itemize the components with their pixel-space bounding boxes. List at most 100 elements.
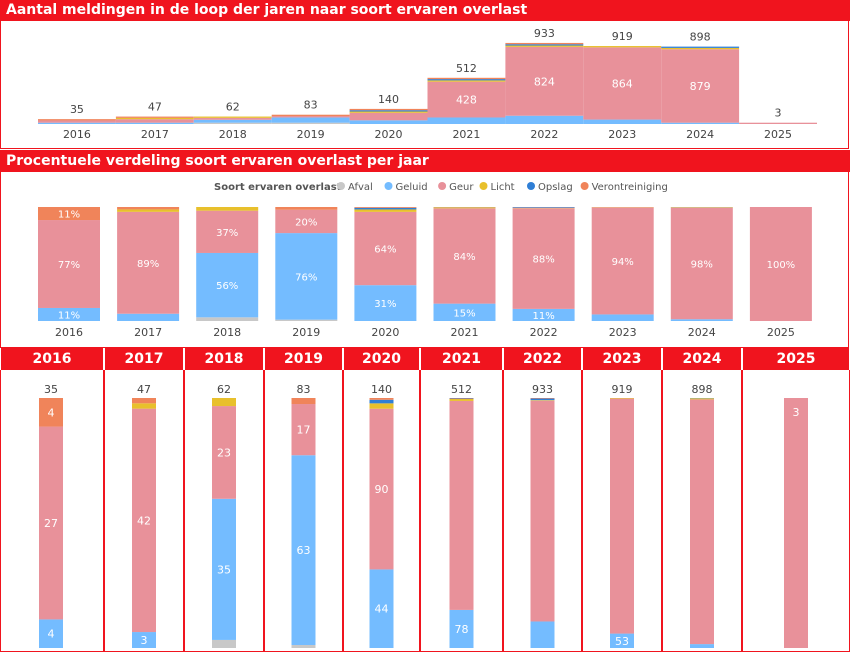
year-label-geur-2025: 3 bbox=[793, 406, 800, 419]
year-panel-2025: 3 bbox=[742, 370, 850, 652]
year-bar-geur-2023 bbox=[610, 399, 634, 634]
year-total-2016: 35 bbox=[44, 383, 58, 396]
year-label-geluid-2023: 53 bbox=[615, 635, 629, 648]
pct-label-verontreiniging-2016: 11% bbox=[58, 210, 80, 221]
pct-label-geur-2022: 88% bbox=[532, 255, 554, 266]
year-label-geur-2019: 17 bbox=[297, 424, 311, 437]
pct-bar-licht-2017 bbox=[117, 209, 179, 211]
year-total-2020: 140 bbox=[371, 383, 392, 396]
area-step-geluid-2018 bbox=[194, 120, 272, 123]
year-header-2021: 2021 bbox=[421, 348, 502, 370]
area-data-label-2023: 864 bbox=[612, 77, 633, 90]
pct-bar-licht-2020 bbox=[354, 209, 416, 211]
pct-bar-verontreiniging-2020 bbox=[354, 207, 416, 208]
year-total-2019: 83 bbox=[297, 383, 311, 396]
pct-bar-licht-2024 bbox=[671, 207, 733, 208]
pct-label-geluid-2020: 31% bbox=[374, 299, 396, 310]
area-step-licht-2020 bbox=[350, 111, 428, 112]
year-label-geluid-2018: 35 bbox=[217, 563, 231, 576]
area-step-geluid-2022 bbox=[505, 116, 583, 124]
year-bar-afval-2019 bbox=[292, 645, 316, 648]
year-bar-opslag-2022 bbox=[531, 399, 555, 401]
year-bar-licht-2023 bbox=[610, 398, 634, 399]
area-step-verontreiniging-2016 bbox=[38, 119, 116, 120]
area-step-verontreiniging-2022 bbox=[505, 43, 583, 44]
year-bar-licht-2018 bbox=[212, 398, 236, 406]
year-bar-geluid-2024 bbox=[690, 644, 714, 648]
year-label-geluid-2017: 3 bbox=[141, 634, 148, 647]
year-total-2022: 933 bbox=[532, 383, 553, 396]
pct-x-tick-2018: 2018 bbox=[213, 326, 241, 339]
pct-x-tick-2023: 2023 bbox=[609, 326, 637, 339]
pct-label-geur-2025: 100% bbox=[767, 260, 796, 271]
year-total-2024: 898 bbox=[692, 383, 713, 396]
pct-label-geur-2024: 98% bbox=[691, 259, 713, 270]
pct-label-geur-2021: 84% bbox=[453, 252, 475, 263]
pct-bar-afval-2018 bbox=[196, 317, 258, 321]
pct-x-tick-2021: 2021 bbox=[451, 326, 479, 339]
total-label-2016: 35 bbox=[70, 103, 84, 116]
x-tick-2025: 2025 bbox=[764, 128, 792, 141]
pct-label-geluid-2021: 15% bbox=[453, 308, 475, 319]
year-panel-2024: 898 bbox=[662, 370, 742, 652]
legend-swatch-verontreiniging bbox=[581, 182, 589, 190]
year-label-geur-2016: 27 bbox=[44, 517, 58, 530]
pct-bar-verontreiniging-2019 bbox=[275, 207, 337, 210]
year-total-2023: 919 bbox=[612, 383, 633, 396]
middle-chart-title: Procentuele verdeling soort ervaren over… bbox=[0, 150, 850, 172]
x-tick-2021: 2021 bbox=[452, 128, 480, 141]
year-header-2018: 2018 bbox=[185, 348, 263, 370]
total-label-2019: 83 bbox=[304, 99, 318, 112]
legend-swatch-geluid bbox=[385, 182, 393, 190]
year-label-geur-2017: 42 bbox=[137, 514, 151, 527]
year-total-2017: 47 bbox=[137, 383, 151, 396]
legend-item-geur: Geur bbox=[449, 182, 474, 193]
year-bar-verontreiniging-2019 bbox=[292, 398, 316, 404]
year-label-verontreiniging-2016: 4 bbox=[48, 406, 55, 419]
total-label-2023: 919 bbox=[612, 30, 633, 43]
area-step-geur-2018 bbox=[194, 118, 272, 120]
year-bar-licht-2017 bbox=[132, 403, 156, 408]
area-step-verontreiniging-2020 bbox=[350, 109, 428, 110]
x-tick-2022: 2022 bbox=[530, 128, 558, 141]
total-label-2024: 898 bbox=[690, 31, 711, 44]
total-label-2017: 47 bbox=[148, 101, 162, 114]
area-data-label-2022: 824 bbox=[534, 75, 555, 88]
pct-bar-licht-2021 bbox=[434, 207, 496, 208]
area-step-geluid-2020 bbox=[350, 120, 428, 124]
x-tick-2016: 2016 bbox=[63, 128, 91, 141]
year-bar-licht-2021 bbox=[450, 399, 474, 401]
pct-label-geluid-2016: 11% bbox=[58, 310, 80, 321]
year-bar-chart-2025: 3 bbox=[743, 370, 849, 651]
pct-bar-opslag-2022 bbox=[513, 207, 575, 208]
year-bar-afval-2018 bbox=[212, 640, 236, 648]
total-label-2025: 3 bbox=[775, 107, 782, 120]
year-header-2022: 2022 bbox=[504, 348, 581, 370]
pct-x-tick-2020: 2020 bbox=[371, 326, 399, 339]
legend-swatch-opslag bbox=[527, 182, 535, 190]
pct-bar-geluid-2017 bbox=[117, 314, 179, 321]
area-step-licht-2017 bbox=[116, 118, 194, 119]
x-tick-2018: 2018 bbox=[219, 128, 247, 141]
year-bar-chart-2022: 933 bbox=[504, 370, 581, 651]
legend-swatch-licht bbox=[480, 182, 488, 190]
legend-swatch-geur bbox=[438, 182, 446, 190]
area-step-geluid-2019 bbox=[272, 117, 350, 122]
year-label-geur-2018: 23 bbox=[217, 446, 231, 459]
area-data-label-2021: 428 bbox=[456, 94, 477, 107]
year-bar-licht-2022 bbox=[531, 400, 555, 401]
year-header-2024: 2024 bbox=[663, 348, 741, 370]
year-bar-geur-2024 bbox=[690, 399, 714, 644]
pct-bar-afval-2019 bbox=[275, 320, 337, 321]
year-bar-geur-2025 bbox=[784, 398, 808, 648]
year-bar-licht-2024 bbox=[690, 398, 714, 399]
legend-item-opslag: Opslag bbox=[538, 182, 573, 193]
